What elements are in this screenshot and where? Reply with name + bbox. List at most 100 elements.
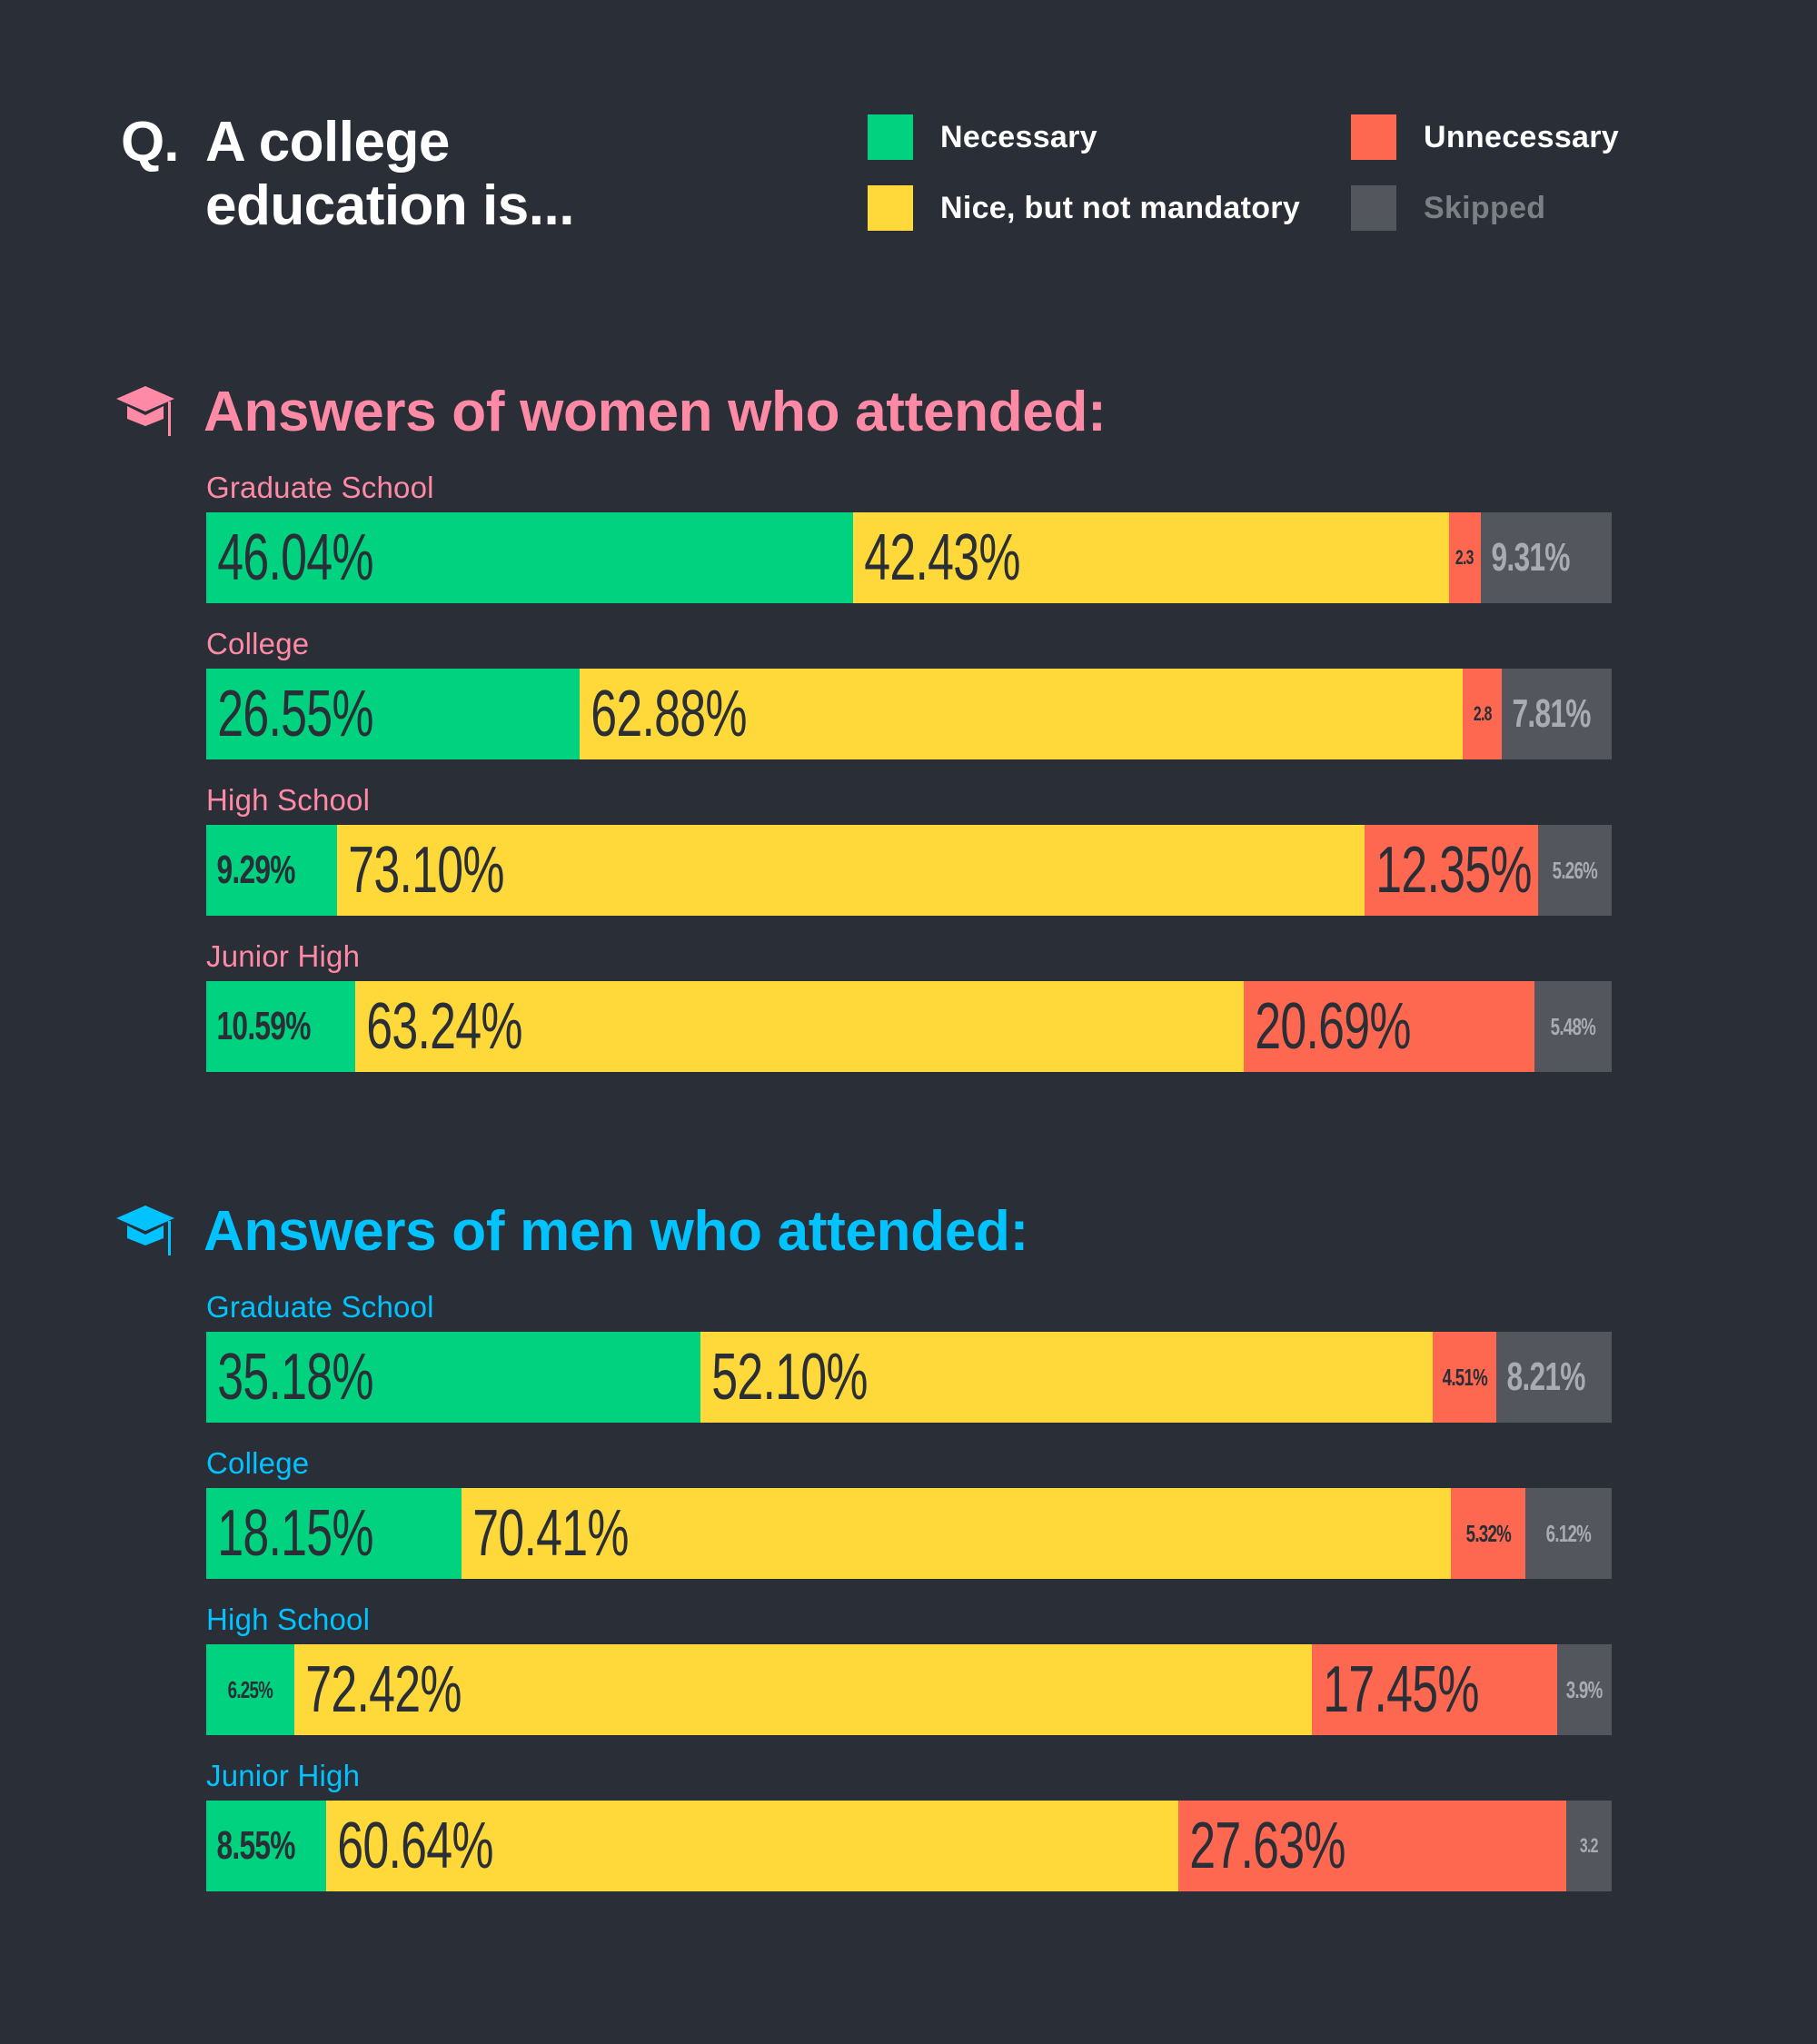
bar-value-label: 62.88% xyxy=(590,678,747,750)
bar-segment-necessary: 18.15% xyxy=(206,1488,462,1579)
bar-value-label: 3.9% xyxy=(1565,1675,1604,1703)
legend-label: Necessary xyxy=(940,119,1097,154)
row-label: Junior High xyxy=(206,939,361,973)
bar-value-label: 8.55% xyxy=(216,1823,296,1868)
bar-value-label: 17.45% xyxy=(1323,1653,1479,1726)
bar-value-label: 42.43% xyxy=(863,521,1020,594)
bar-value-label: 72.42% xyxy=(304,1653,462,1726)
bar-value-label: 46.04% xyxy=(217,521,373,594)
bar-value-label: 73.10% xyxy=(347,834,504,907)
legend: Necessary Nice, but not mandatory Unnece… xyxy=(868,114,1640,233)
graduation-cap-icon xyxy=(116,1205,174,1255)
bar-segment-necessary: 6.25% xyxy=(206,1644,294,1735)
bar-value-label: 7.81% xyxy=(1512,691,1592,736)
bar-value-label: 12.35% xyxy=(1375,834,1532,907)
stacked-bar: 18.15% 70.41% 5.32% 6.12% xyxy=(206,1488,1612,1579)
men-section-title: Answers of men who attended: xyxy=(204,1200,1028,1263)
row-label: Graduate School xyxy=(206,1290,434,1324)
legend-item-unnecessary: Unnecessary xyxy=(1351,114,1619,160)
bar-segment-nice: 70.41% xyxy=(461,1488,1451,1579)
bar-value-label: 4.51% xyxy=(1442,1363,1487,1391)
bar-segment-skipped: 7.81% xyxy=(1502,669,1612,759)
women-section-header: Answers of women who attended: xyxy=(114,380,1107,444)
stacked-bar: 10.59% 63.24% 20.69% 5.48% xyxy=(206,981,1612,1072)
bar-value-label: 8.21% xyxy=(1506,1354,1586,1399)
bar-segment-unnecessary: 20.69% xyxy=(1244,981,1535,1072)
row-label: High School xyxy=(206,783,371,817)
men-section-header: Answers of men who attended: xyxy=(114,1199,1028,1264)
question-prefix: Q. xyxy=(121,111,179,174)
bar-segment-nice: 63.24% xyxy=(354,981,1245,1072)
row-label: College xyxy=(206,1446,310,1480)
row-label: College xyxy=(206,627,310,660)
stacked-bar: 26.55% 62.88% 2.8 7.81% xyxy=(206,669,1612,759)
bar-value-label: 63.24% xyxy=(366,990,522,1063)
bar-segment-necessary: 46.04% xyxy=(206,512,853,603)
bar-segment-nice: 72.42% xyxy=(293,1644,1312,1735)
graduation-cap-icon xyxy=(116,385,174,436)
bar-segment-skipped: 5.26% xyxy=(1537,825,1612,916)
bar-value-label: 60.64% xyxy=(337,1810,493,1882)
legend-swatch-nice xyxy=(868,185,913,231)
legend-swatch-necessary xyxy=(868,114,913,160)
stacked-bar: 9.29% 73.10% 12.35% 5.26% xyxy=(206,825,1612,916)
row-label: Junior High xyxy=(206,1759,361,1792)
bar-segment-necessary: 8.55% xyxy=(206,1801,327,1891)
bar-value-label: 9.29% xyxy=(216,848,296,892)
legend-swatch-skipped xyxy=(1351,185,1396,231)
bar-segment-unnecessary: 4.51% xyxy=(1433,1332,1496,1423)
stacked-bar: 46.04% 42.43% 2.3 9.31% xyxy=(206,512,1612,603)
stacked-bar: 35.18% 52.10% 4.51% 8.21% xyxy=(206,1332,1612,1423)
bar-value-label: 20.69% xyxy=(1255,990,1411,1063)
bar-value-label: 5.32% xyxy=(1465,1519,1511,1547)
bar-segment-unnecessary: 2.3 xyxy=(1448,512,1482,603)
bar-value-label: 52.10% xyxy=(711,1341,868,1414)
bar-segment-necessary: 9.29% xyxy=(206,825,337,916)
bar-value-label: 26.55% xyxy=(217,678,373,750)
legend-item-skipped: Skipped xyxy=(1351,185,1545,231)
bar-segment-skipped: 5.48% xyxy=(1534,981,1612,1072)
bar-value-label: 10.59% xyxy=(216,1004,312,1048)
bar-segment-necessary: 35.18% xyxy=(206,1332,701,1423)
bar-segment-nice: 62.88% xyxy=(579,669,1463,759)
row-label: Graduate School xyxy=(206,471,434,504)
bar-segment-unnecessary: 17.45% xyxy=(1311,1644,1557,1735)
legend-label: Nice, but not mandatory xyxy=(940,190,1301,225)
bar-segment-skipped: 6.12% xyxy=(1525,1488,1612,1579)
bar-value-label: 3.2 xyxy=(1580,1834,1599,1857)
bar-value-label: 35.18% xyxy=(217,1341,373,1414)
women-section-title: Answers of women who attended: xyxy=(204,381,1107,443)
legend-label: Skipped xyxy=(1424,190,1546,225)
bar-segment-nice: 73.10% xyxy=(336,825,1365,916)
bar-value-label: 6.12% xyxy=(1545,1519,1592,1547)
legend-item-necessary: Necessary xyxy=(868,114,1097,160)
bar-segment-skipped: 8.21% xyxy=(1495,1332,1612,1423)
bar-segment-nice: 52.10% xyxy=(700,1332,1434,1423)
row-label: High School xyxy=(206,1602,371,1636)
bar-segment-skipped: 9.31% xyxy=(1481,512,1612,603)
legend-item-nice: Nice, but not mandatory xyxy=(868,185,1300,231)
bar-value-label: 27.63% xyxy=(1189,1810,1345,1882)
legend-swatch-unnecessary xyxy=(1351,114,1396,160)
bar-segment-unnecessary: 27.63% xyxy=(1178,1801,1567,1891)
stacked-bar: 8.55% 60.64% 27.63% 3.2 xyxy=(206,1801,1612,1891)
bar-value-label: 5.26% xyxy=(1552,856,1598,884)
question-title: A college education is... xyxy=(205,111,574,237)
bar-value-label: 9.31% xyxy=(1491,535,1571,580)
bar-segment-unnecessary: 12.35% xyxy=(1364,825,1538,916)
bar-segment-skipped: 3.9% xyxy=(1556,1644,1612,1735)
bar-segment-necessary: 26.55% xyxy=(206,669,580,759)
bar-segment-nice: 42.43% xyxy=(852,512,1449,603)
bar-segment-nice: 60.64% xyxy=(326,1801,1179,1891)
bar-segment-necessary: 10.59% xyxy=(206,981,355,1072)
bar-segment-unnecessary: 2.8 xyxy=(1462,669,1503,759)
bar-segment-unnecessary: 5.32% xyxy=(1451,1488,1526,1579)
bar-segment-skipped: 3.2 xyxy=(1566,1801,1612,1891)
legend-label: Unnecessary xyxy=(1424,119,1619,154)
bar-value-label: 5.48% xyxy=(1550,1012,1596,1040)
stacked-bar: 6.25% 72.42% 17.45% 3.9% xyxy=(206,1644,1612,1735)
bar-value-label: 2.3 xyxy=(1455,546,1474,569)
bar-value-label: 70.41% xyxy=(472,1497,629,1570)
bar-value-label: 6.25% xyxy=(227,1675,273,1703)
bar-value-label: 18.15% xyxy=(217,1497,373,1570)
